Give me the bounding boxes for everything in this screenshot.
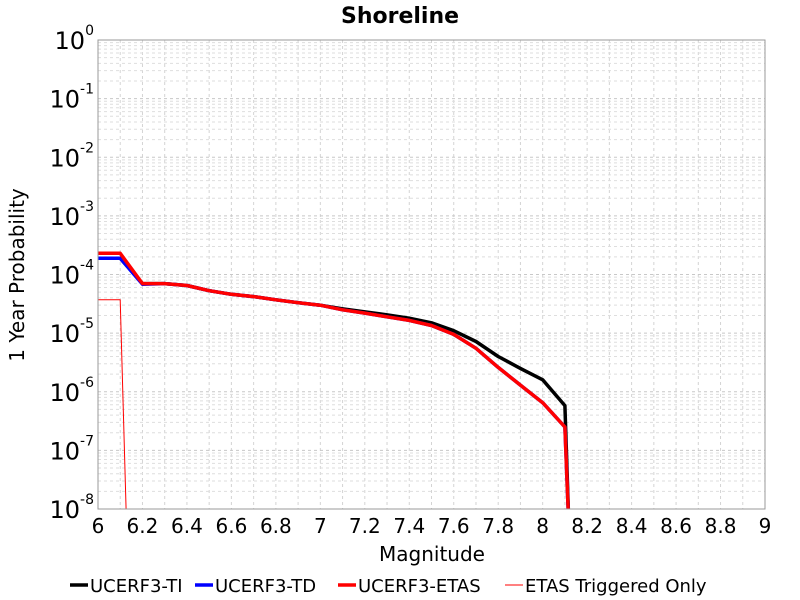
x-tick-label: 6.4 (171, 514, 203, 538)
y-tick-label: 10-3 (49, 199, 94, 231)
y-tick-label: 100 (55, 23, 94, 55)
legend-label: ETAS Triggered Only (525, 576, 707, 597)
legend: UCERF3-TI UCERF3-TD UCERF3-ETAS ETAS Trigge… (70, 576, 707, 597)
y-tick-label: 10-7 (49, 433, 94, 465)
plot-frame (97, 39, 766, 510)
y-axis-ticks: 100 10-1 10-2 10-3 10-4 10-5 10-6 10-7 10-8 (49, 23, 94, 524)
x-tick-label: 6 (92, 514, 105, 538)
x-tick-label: 8.4 (616, 514, 648, 538)
x-tick-label: 6.6 (215, 514, 247, 538)
series-line-ucerf3-etas (98, 251, 570, 509)
x-tick-label: 7.2 (349, 514, 381, 538)
y-tick-label: 10-2 (49, 140, 94, 172)
y-tick-label: 10-6 (49, 375, 94, 407)
series-group (98, 251, 571, 509)
x-tick-label: 8 (536, 514, 549, 538)
chart-title: Shoreline (341, 4, 459, 29)
x-axis-label: Magnitude (379, 542, 485, 566)
legend-label: UCERF3-ETAS (358, 576, 481, 597)
x-tick-label: 8.2 (571, 514, 603, 538)
x-tick-label: 6.8 (260, 514, 292, 538)
x-tick-label: 7.8 (482, 514, 514, 538)
x-tick-label: 9 (759, 514, 772, 538)
x-tick-label: 7.4 (393, 514, 425, 538)
series-line-etas-triggered-only (98, 299, 127, 509)
y-axis-label: 1 Year Probability (5, 188, 29, 362)
x-tick-label: 8.8 (705, 514, 737, 538)
legend-label: UCERF3-TD (215, 576, 316, 597)
y-tick-label: 10-5 (49, 316, 94, 348)
x-axis-ticks: 6 6.2 6.4 6.6 6.8 7 7.2 7.4 7.6 7.8 8 8.2 8.4 8.6 8.8 9 (92, 514, 772, 538)
x-tick-label: 6.2 (127, 514, 159, 538)
y-tick-label: 10-1 (49, 82, 94, 114)
x-tick-label: 8.6 (660, 514, 692, 538)
x-tick-label: 7.6 (438, 514, 470, 538)
y-tick-label: 10-8 (49, 492, 94, 524)
legend-label: UCERF3-TI (90, 576, 183, 597)
y-tick-label: 10-4 (49, 258, 94, 290)
grid (97, 40, 766, 510)
x-tick-label: 7 (314, 514, 327, 538)
